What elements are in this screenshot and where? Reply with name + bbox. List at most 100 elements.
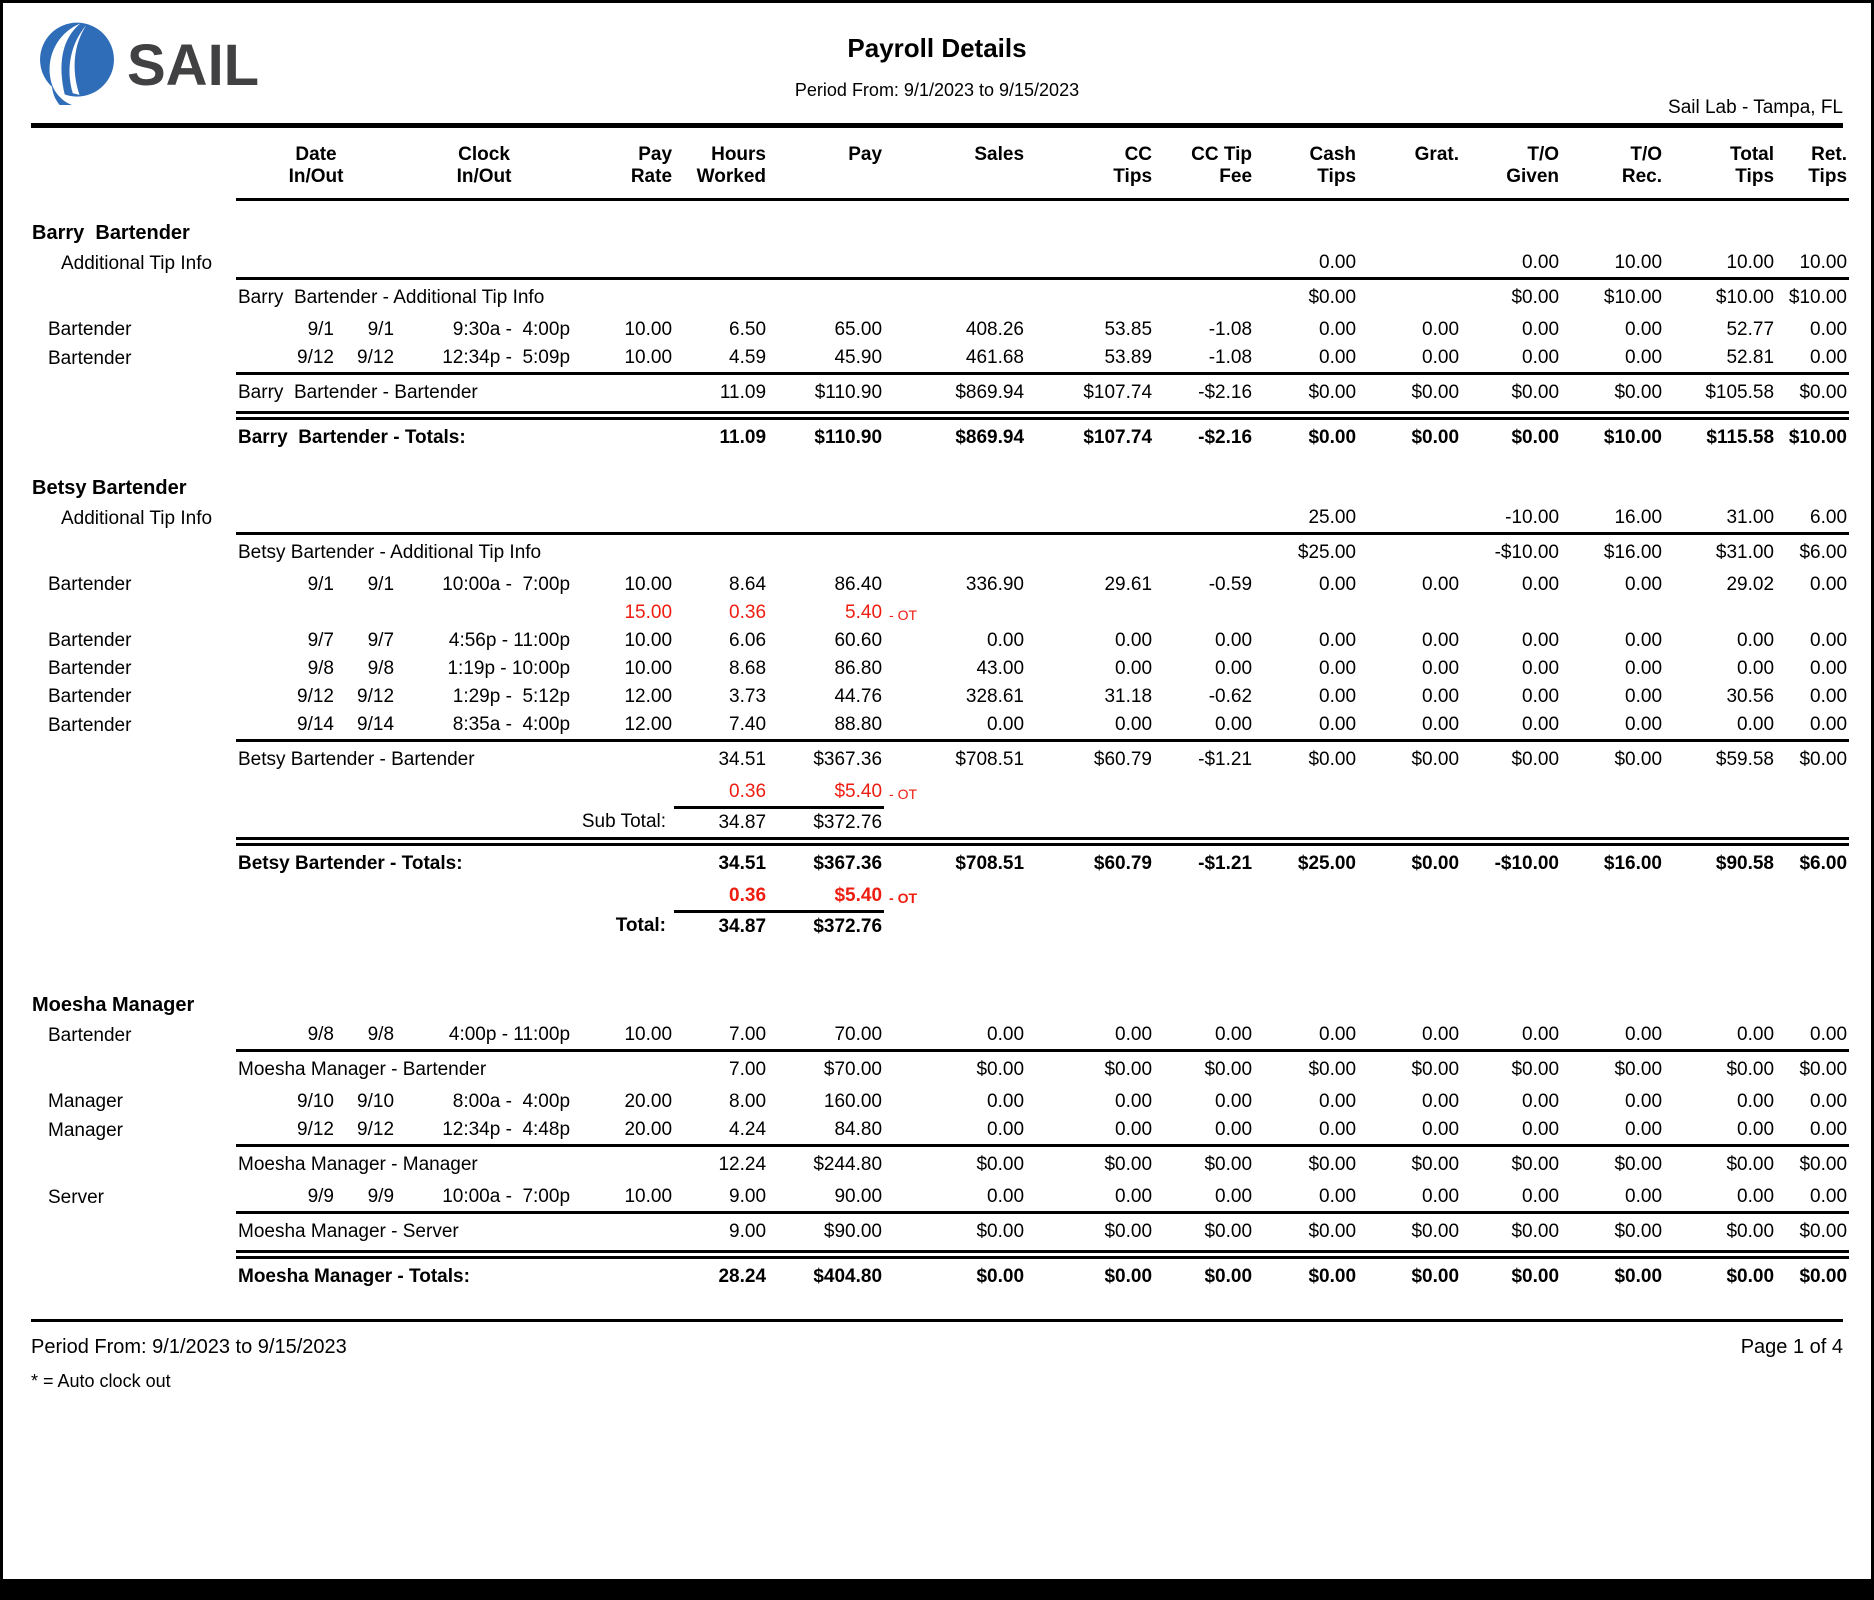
col-header-given: T/O Given: [1461, 128, 1562, 201]
cell-job: Additional Tip Info: [61, 507, 213, 529]
cell-sales: 328.61: [965, 686, 1025, 707]
cell-sales: 43.00: [976, 658, 1025, 679]
employee-row: Barry Bartender: [31, 200, 1849, 250]
cell-cash: $0.00: [1254, 1250, 1359, 1295]
cell-cash: 0.00: [1319, 1119, 1357, 1140]
cell-fee: -$2.16: [1154, 411, 1255, 456]
cell-grat: [1358, 249, 1461, 279]
cell-ret: 0.00: [1810, 686, 1848, 707]
cell-cash: [1254, 882, 1358, 912]
cell-given: $0.00: [1461, 1144, 1562, 1183]
col-header-rec: T/O Rec.: [1561, 128, 1665, 201]
cell-cash: $25.00: [1254, 532, 1359, 571]
cell-clock: [396, 599, 572, 627]
cell-hours: 11.09: [674, 411, 769, 456]
cell-rec: $10.00: [1561, 277, 1665, 316]
col-header-rate: Pay Rate: [572, 128, 675, 201]
cell-dout: [336, 504, 396, 534]
report-header: SAIL Payroll Details Period From: 9/1/20…: [3, 3, 1871, 119]
col-header-date: Date In/Out: [236, 128, 397, 201]
cell-clock: [396, 504, 572, 534]
cell-job: Server: [48, 1186, 104, 1208]
cell-cc: 0.00: [1115, 714, 1153, 735]
cell-rate: 10.00: [624, 319, 673, 340]
cell-job: Bartender: [48, 347, 132, 369]
cell-grat: [1358, 778, 1461, 808]
cell-given: $0.00: [1461, 372, 1562, 416]
subtotal-label: Betsy Bartender - Bartender: [236, 739, 675, 778]
cell-pay: 45.90: [834, 347, 883, 368]
cell-rate: [572, 882, 674, 912]
cell-clock: 9:30a - 4:00p: [452, 319, 571, 340]
cell-total: [1664, 882, 1776, 912]
cell-din: [236, 599, 336, 627]
cell-rec: 0.00: [1625, 1024, 1663, 1045]
cell-job: [31, 1213, 236, 1255]
cell-ret: 10.00: [1799, 252, 1848, 273]
cell-sales: $869.94: [884, 411, 1027, 456]
col-header-job: [31, 128, 236, 200]
cell-cc: [1026, 249, 1154, 279]
spacer-row: [31, 941, 1849, 973]
cell-ret: $10.00: [1776, 277, 1850, 316]
cell-dout: [336, 249, 396, 279]
cell-sales: [884, 532, 1027, 571]
cell-din: 9/10: [297, 1091, 334, 1112]
cell-fee: 0.00: [1215, 1186, 1253, 1207]
spacer-cell: [236, 808, 572, 842]
cell-din: 9/12: [297, 686, 334, 707]
cell-rate: 12.00: [624, 686, 673, 707]
data-row: Bartender 9/14 9/14 8:35a - 4:00p 12.00 7.40 8…: [31, 711, 1849, 741]
cell-cc: [1026, 778, 1154, 808]
cell-rec: 0.00: [1625, 347, 1663, 368]
totals-label: Barry Bartender - Totals:: [236, 411, 675, 456]
cell-total: 0.00: [1737, 630, 1775, 651]
overtime-row: 0.36 $5.40- OT: [31, 882, 1849, 913]
cell-sales: $869.94: [884, 372, 1027, 416]
cell-cash: 0.00: [1319, 630, 1357, 651]
cell-total: 31.00: [1726, 507, 1775, 528]
cell-sales: [884, 249, 1026, 279]
col-header-sales: Sales: [884, 128, 1027, 201]
cell-given: 0.00: [1522, 714, 1560, 735]
cell-grat: 0.00: [1422, 714, 1460, 735]
spacer-cell: [31, 941, 1849, 973]
cell-rec: 0.00: [1625, 658, 1663, 679]
cell-clock: 1:29p - 5:12p: [452, 686, 571, 707]
subtotal-row: Betsy Bartender - Bartender 34.51 $367.36 $…: [31, 739, 1850, 778]
cell-clock: [396, 249, 572, 279]
cell-ret: 0.00: [1810, 1186, 1848, 1207]
cell-din: 9/12: [297, 1119, 334, 1140]
data-row: Server 9/9 9/9 10:00a - 7:00p 10.00 9.00 90.00…: [31, 1183, 1849, 1213]
cell-cc: $0.00: [1026, 1049, 1155, 1088]
cell-fee: $0.00: [1154, 1049, 1255, 1088]
cell-job: Manager: [48, 1091, 123, 1112]
cell-rec: $0.00: [1561, 1211, 1665, 1255]
location-label: Sail Lab - Tampa, FL: [1668, 97, 1843, 118]
cell-rec: 0.00: [1625, 686, 1663, 707]
cell-grat: [1358, 277, 1462, 316]
cell-clock: 4:56p - 11:00p: [448, 630, 571, 651]
cell-rec: 0.00: [1625, 630, 1663, 651]
cell-cash: $0.00: [1254, 1211, 1359, 1255]
cell-rec: $0.00: [1561, 1049, 1665, 1088]
cell-ret: $0.00: [1776, 1250, 1850, 1295]
cell-given: 0.00: [1522, 347, 1560, 368]
col-header-clock: Clock In/Out: [396, 128, 573, 201]
cell-job: [31, 1146, 236, 1184]
cell-sales: 0.00: [987, 1024, 1025, 1045]
cell-dout: 9/12: [357, 347, 395, 368]
cell-cc: 0.00: [1115, 1024, 1153, 1045]
cell-pay: 86.80: [834, 658, 883, 679]
cell-rate: 10.00: [624, 1186, 673, 1207]
cell-cc: 53.89: [1104, 347, 1153, 368]
cell-pay: 160.00: [823, 1091, 883, 1112]
cell-pay: [768, 277, 885, 316]
cell-pay: 5.40- OT: [845, 602, 918, 623]
cell-din: [236, 882, 336, 912]
cell-fee: -$1.21: [1154, 837, 1255, 882]
cell-total: $0.00: [1664, 1049, 1777, 1088]
cell-grat: [1358, 599, 1461, 627]
subtotal-row: Moesha Manager - Server 9.00 $90.00 $0.00 $0…: [31, 1211, 1850, 1255]
totals-label: Moesha Manager - Totals:: [236, 1250, 675, 1295]
